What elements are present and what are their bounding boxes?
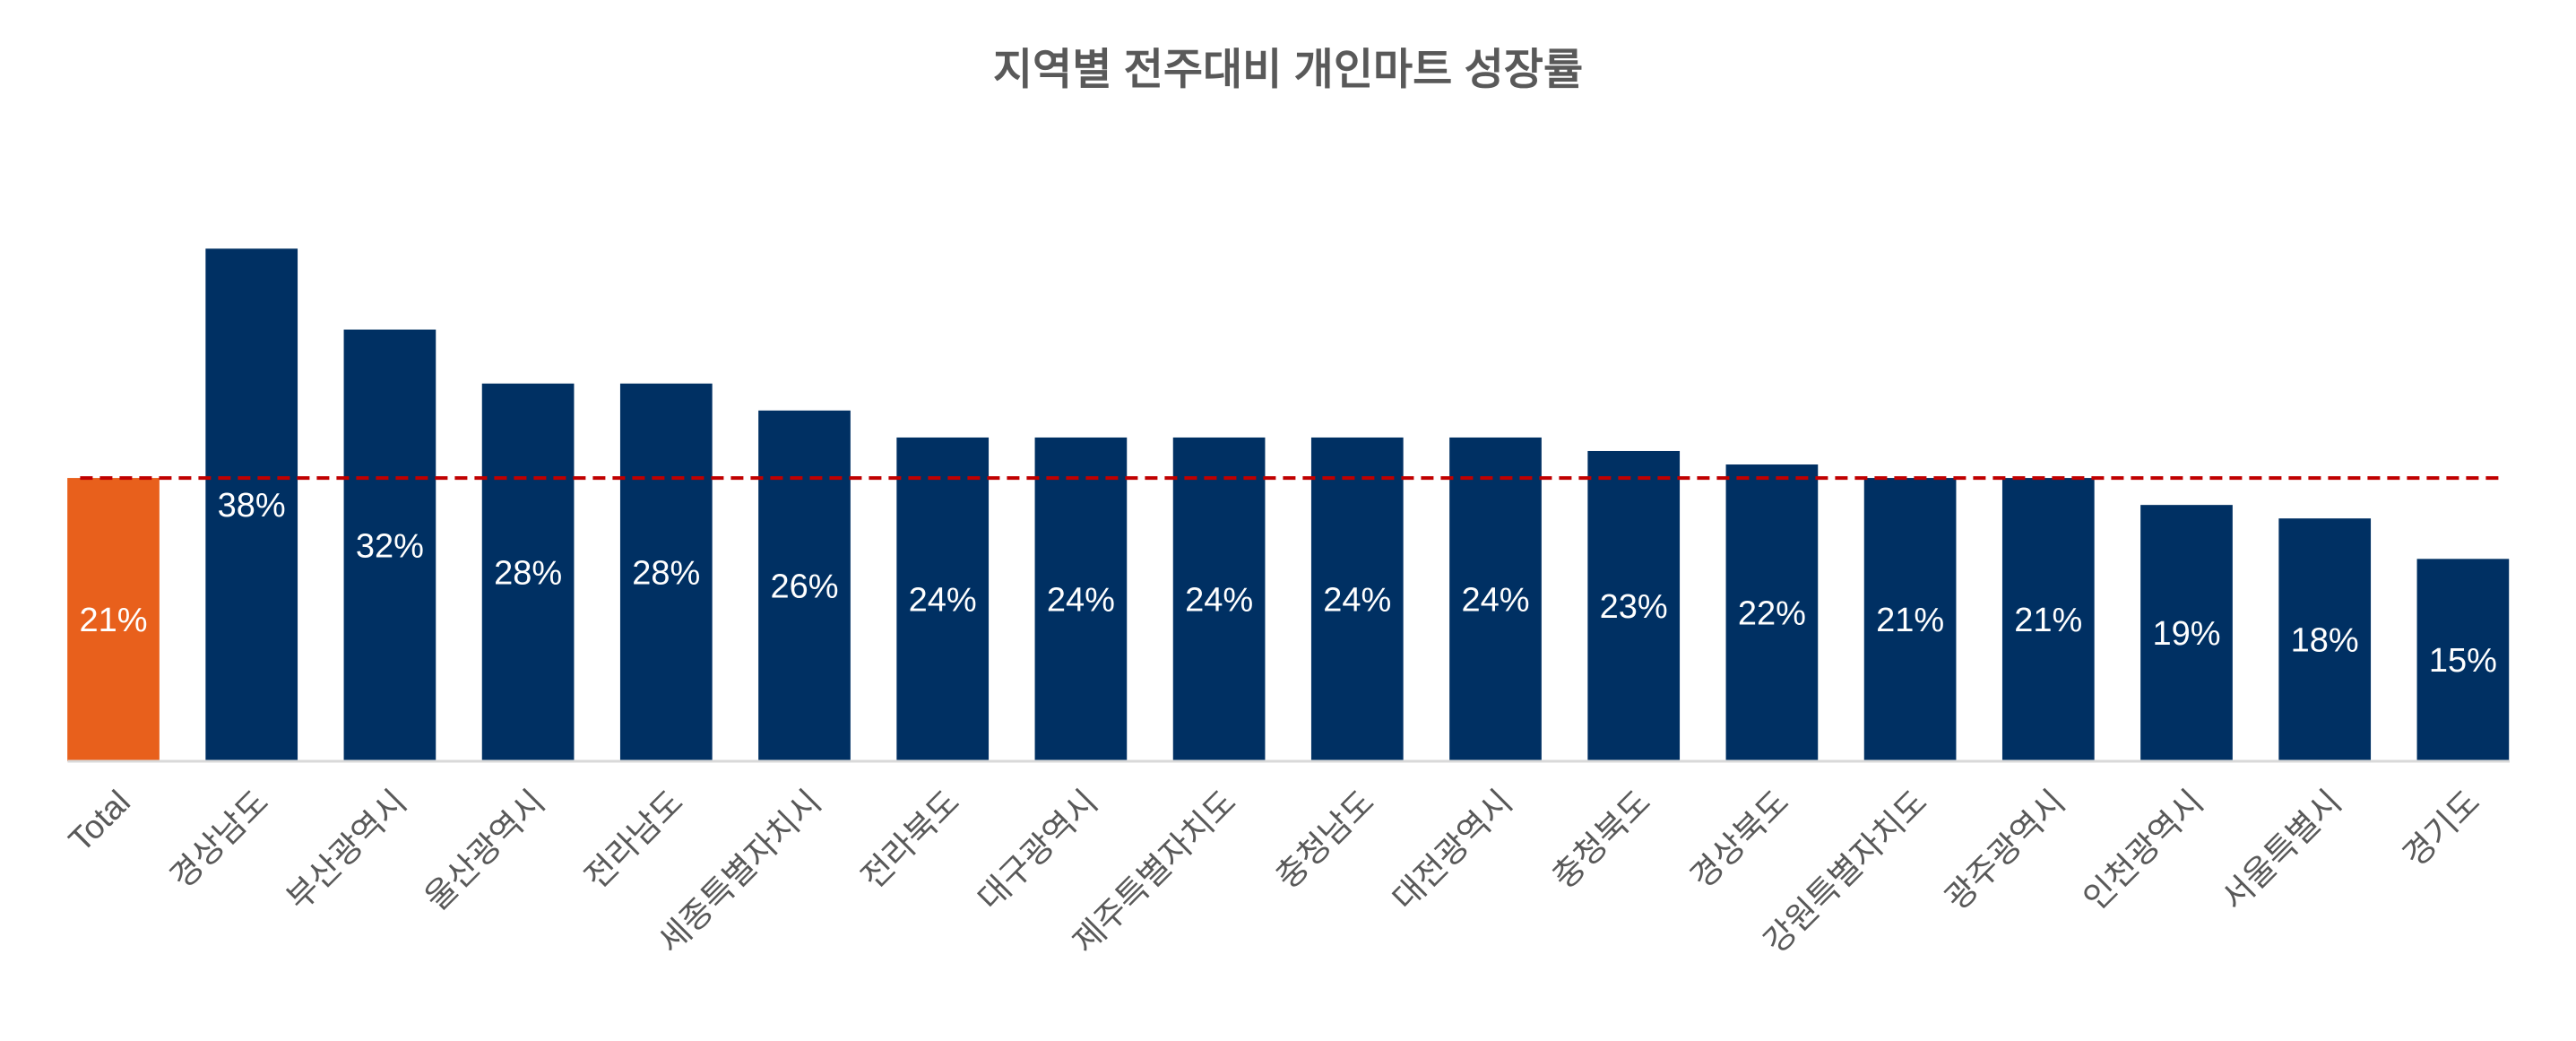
bar (1725, 464, 1819, 761)
data-label: 21% (1876, 602, 1944, 639)
x-tick-label: 대전광역시 (1386, 784, 1519, 917)
data-label: 21% (79, 602, 147, 639)
chart-title: 지역별 전주대비 개인마트 성장률 (993, 47, 1583, 94)
bar (896, 437, 990, 761)
bar (1172, 437, 1266, 761)
x-tick-label: 인천광역시 (2077, 784, 2210, 917)
data-label: 24% (1461, 581, 1529, 619)
x-tick-label: 울산광역시 (418, 784, 551, 917)
data-label: 18% (2291, 622, 2359, 660)
bar (1449, 437, 1542, 761)
x-tick-label: 경기도 (2396, 784, 2486, 874)
data-label: 15% (2429, 642, 2497, 680)
bar (1863, 478, 1957, 761)
x-tick-label: 서울특별시 (2215, 784, 2348, 917)
bar (2278, 518, 2372, 761)
x-tick-label: 경상남도 (163, 784, 275, 896)
bar (481, 383, 575, 761)
data-label: 22% (1738, 595, 1806, 633)
bar (67, 478, 160, 761)
bar (2416, 559, 2510, 761)
data-label: 21% (2014, 602, 2082, 639)
data-label: 24% (1185, 581, 1253, 619)
x-tick-label: 대구광역시 (971, 784, 1104, 917)
bar (343, 329, 437, 761)
x-tick-label: 광주광역시 (1939, 784, 2072, 917)
data-label: 28% (494, 554, 562, 592)
data-label: 32% (356, 527, 424, 565)
x-tick-label: 충청북도 (1545, 784, 1657, 896)
bar (1034, 437, 1128, 761)
data-label: 38% (218, 487, 286, 525)
bar (2140, 505, 2233, 761)
x-tick-label: 전라북도 (854, 784, 966, 896)
data-label: 24% (1047, 581, 1115, 619)
bar (619, 383, 713, 761)
data-label: 26% (770, 568, 838, 605)
bar (2001, 478, 2095, 761)
bar (1310, 437, 1404, 761)
x-tick-label: 충청남도 (1269, 784, 1381, 896)
bar (758, 410, 851, 761)
x-tick-label: 경상북도 (1683, 784, 1795, 896)
data-label: 23% (1600, 588, 1668, 626)
data-label: 28% (632, 554, 700, 592)
bar (205, 248, 298, 761)
data-label: 24% (909, 581, 977, 619)
data-label: 24% (1323, 581, 1391, 619)
bar (1587, 450, 1681, 761)
x-tick-label: 전라남도 (578, 784, 690, 896)
data-label: 19% (2152, 615, 2220, 653)
x-tick-label: Total (62, 784, 137, 859)
x-tick-label: 부산광역시 (280, 784, 413, 917)
